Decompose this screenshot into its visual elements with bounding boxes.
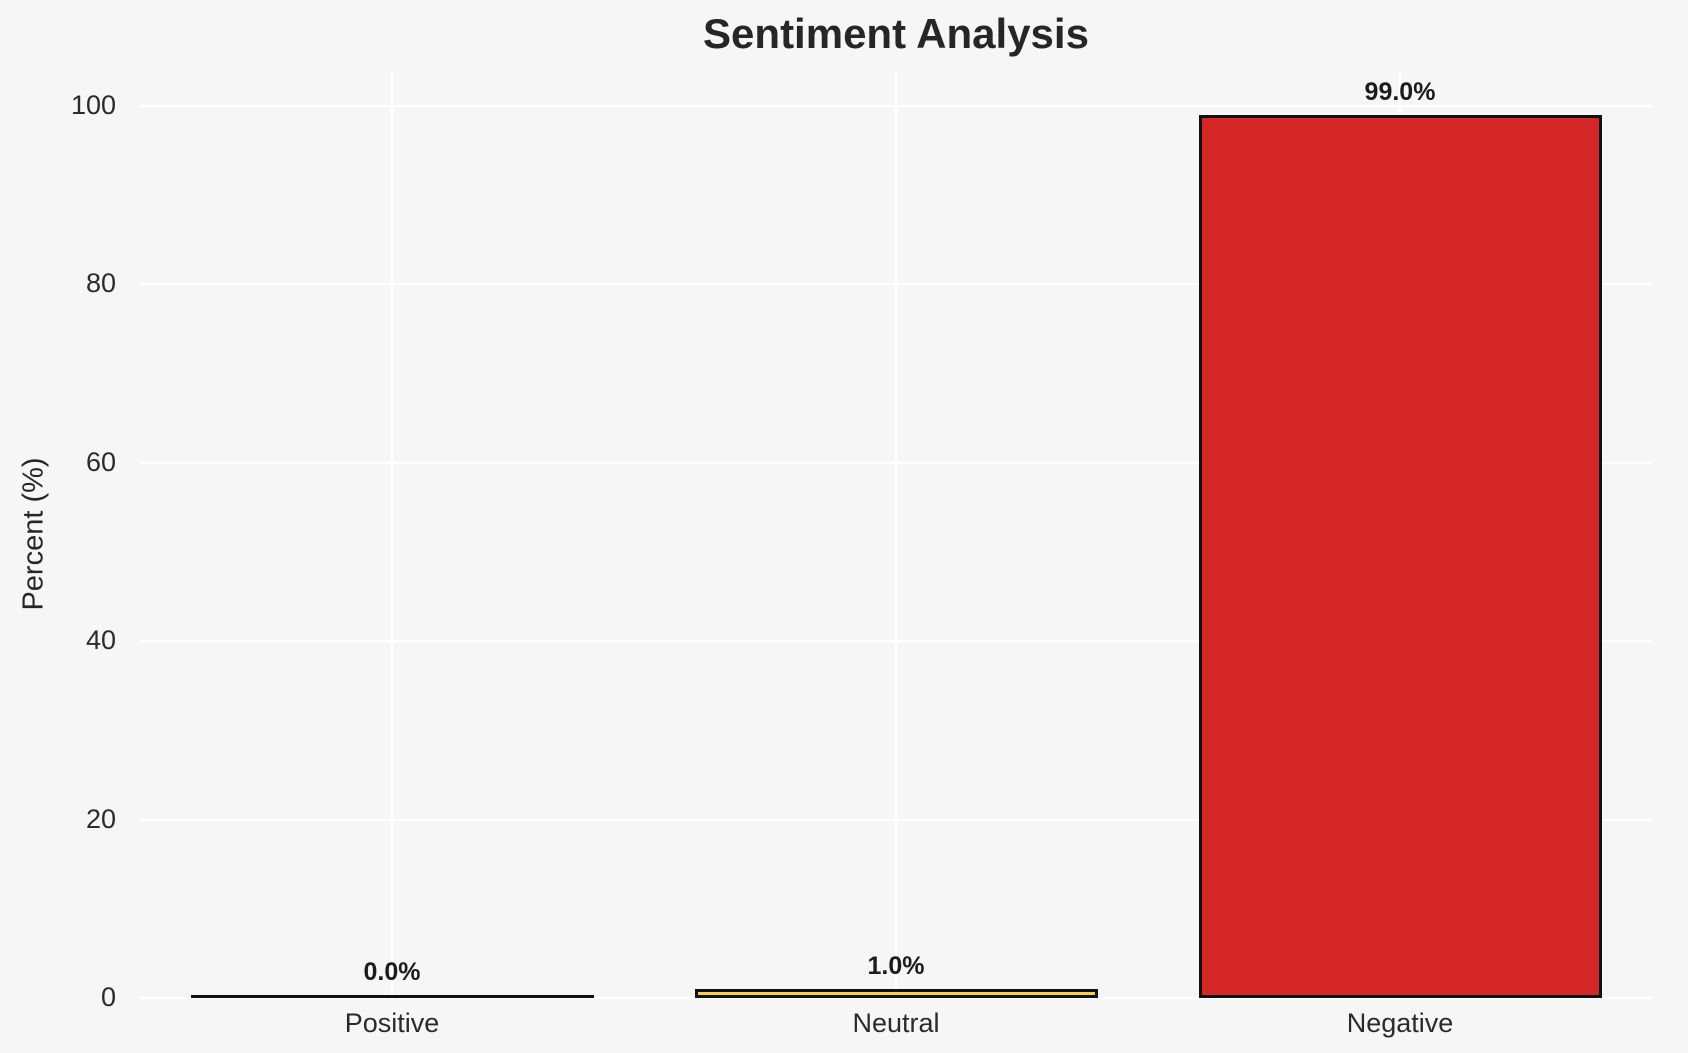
y-tick-label-100: 100 bbox=[70, 90, 116, 120]
y-tick-label-40: 40 bbox=[85, 625, 116, 656]
x-tick-label-negative: Negative bbox=[1346, 1008, 1454, 1038]
x-tick-label-neutral: Neutral bbox=[852, 1008, 940, 1038]
y-tick-label-20: 20 bbox=[85, 803, 116, 834]
gridline-y-0 bbox=[140, 997, 1652, 999]
bar-positive bbox=[190, 995, 594, 998]
value-label-neutral: 1.0% bbox=[867, 952, 925, 980]
y-axis-label: Percent (%) bbox=[17, 457, 50, 611]
value-label-positive: 0.0% bbox=[363, 958, 421, 986]
chart-title: Sentiment Analysis bbox=[703, 10, 1089, 57]
gridline-x-neutral bbox=[895, 72, 897, 998]
y-tick-label-60: 60 bbox=[85, 446, 116, 477]
y-tick-label-0: 0 bbox=[100, 982, 116, 1012]
bar-neutral bbox=[694, 989, 1098, 998]
bar-negative bbox=[1198, 115, 1602, 998]
y-tick-label-80: 80 bbox=[85, 268, 116, 299]
x-tick-label-positive: Positive bbox=[344, 1008, 440, 1038]
value-label-negative: 99.0% bbox=[1364, 78, 1436, 106]
gridline-x-positive bbox=[391, 72, 393, 998]
